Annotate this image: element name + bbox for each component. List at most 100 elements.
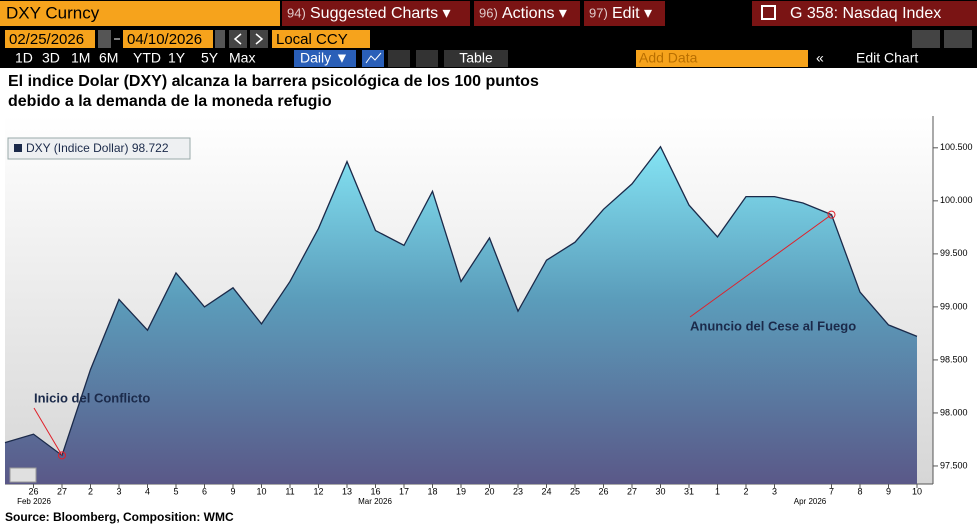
month-label: Mar 2026	[358, 497, 392, 506]
frequency-box[interactable]	[294, 50, 356, 67]
x-tick-label: 27	[627, 486, 637, 496]
period-button[interactable]: Max	[229, 50, 255, 66]
line	[4, 145, 918, 457]
related-box[interactable]	[752, 1, 977, 26]
prev-icon	[233, 33, 242, 45]
legend-swatch	[14, 144, 22, 152]
month-label: Feb 2026	[17, 497, 51, 506]
y-tick-label: 100.500	[940, 142, 973, 152]
add-data: Add Data	[639, 50, 698, 66]
period-button[interactable]: 1M	[71, 50, 90, 66]
x-tick-label: 9	[230, 486, 235, 496]
next-icon	[255, 33, 264, 45]
start-date: 02/25/2026	[9, 31, 84, 48]
chart-type-menu[interactable]	[9, 467, 37, 483]
y-tick-label: 99.000	[940, 301, 968, 311]
period-button[interactable]: 1D	[15, 50, 33, 66]
x-tick-label: 26	[28, 486, 38, 496]
x-tick-label: 10	[256, 486, 266, 496]
menu-number: 96)	[479, 5, 498, 20]
frequency: Daily ▼	[300, 50, 349, 66]
collapse[interactable]: «	[816, 50, 824, 66]
x-tick-label: 2	[743, 486, 748, 496]
x-tick-label: 3	[772, 486, 777, 496]
x-tick-label: 6	[202, 486, 207, 496]
period-button[interactable]: 5Y	[201, 50, 219, 66]
source: Source: Bloomberg, Composition: WMC	[5, 510, 234, 524]
menu-button[interactable]	[584, 1, 665, 26]
menu-number: 97)	[589, 5, 608, 20]
edit-chart[interactable]: Edit Chart	[856, 50, 918, 66]
x-tick-label: 24	[541, 486, 551, 496]
y-tick-label: 97.500	[940, 460, 968, 470]
x-tick-label: 30	[655, 486, 665, 496]
y-tick-label: 100.000	[940, 195, 973, 205]
period-button[interactable]: YTD	[133, 50, 161, 66]
add-data-box[interactable]	[636, 50, 808, 67]
y-tick-label: 98.000	[940, 407, 968, 417]
prev-btn[interactable]	[229, 30, 247, 48]
x-tick-label: 19	[456, 486, 466, 496]
x-tick-label: 26	[598, 486, 608, 496]
legend-name: DXY (Indice Dollar)	[26, 141, 128, 155]
legend-entry: DXY (Indice Dollar) 98.722	[26, 141, 169, 155]
x-tick-label: 20	[484, 486, 494, 496]
x-tick-label: 5	[173, 486, 178, 496]
bar-chart-btn[interactable]	[388, 50, 410, 67]
x-tick-label: 18	[427, 486, 437, 496]
legend	[7, 137, 191, 160]
calendar-btn[interactable]	[215, 30, 225, 48]
x-tick-label: 2	[88, 486, 93, 496]
x-tick-label: 13	[342, 486, 352, 496]
plot: 97.500 98.000 98.500 99.000 99.500 100.000 100…	[4, 142, 973, 506]
x-tick-label: 17	[399, 486, 409, 496]
y-tick-label: 98.500	[940, 354, 968, 364]
x-tick-label: 10	[912, 486, 922, 496]
annotation-line	[689, 214, 832, 318]
annotation-point	[58, 451, 66, 460]
undo-btn[interactable]	[912, 30, 940, 48]
line-icon	[365, 52, 382, 64]
table: Table	[459, 50, 493, 66]
ticker-box[interactable]	[0, 1, 280, 26]
start-date-box[interactable]	[5, 30, 95, 48]
related: G 358: Nasdaq Index	[790, 5, 941, 22]
period-button[interactable]: 3D	[42, 50, 60, 66]
calendar-btn[interactable]	[98, 30, 111, 48]
menus: 94) Suggested Charts ▾ 96) Actions ▾ 97) Edit…	[282, 1, 665, 26]
x-tick-label: 4	[145, 486, 150, 496]
end-date-box[interactable]	[123, 30, 213, 48]
reset-btn[interactable]	[944, 30, 972, 48]
area-fill	[5, 146, 917, 484]
chart-subtitle: debido a la demanda de la moneda refugio	[8, 93, 332, 110]
x-tick-label: 27	[57, 486, 67, 496]
menu-button[interactable]	[282, 1, 470, 26]
period-button[interactable]: 6M	[99, 50, 118, 66]
annotation: Inicio del Conflicto	[34, 390, 150, 405]
x-tick-label: 8	[857, 486, 862, 496]
x-tick-label: 7	[829, 486, 834, 496]
menu-label: Actions ▾	[502, 5, 567, 22]
x-tick-label: 31	[684, 486, 694, 496]
x-tick-label: 12	[313, 486, 323, 496]
legend-value: 98.722	[132, 141, 169, 155]
end-date: 04/10/2026	[127, 31, 202, 48]
periods: 1D 3D 1M 6M YTD 1Y 5Y Max	[15, 50, 255, 66]
x-tick-label: 9	[886, 486, 891, 496]
annotation: Anuncio del Cese al Fuego	[690, 318, 856, 333]
y-axis-panel	[933, 116, 977, 508]
menu-label: Suggested Charts ▾	[310, 5, 451, 22]
x-tick-label: 16	[370, 486, 380, 496]
menu-button[interactable]	[474, 1, 580, 26]
x-tick-label: 25	[570, 486, 580, 496]
next-btn[interactable]	[250, 30, 268, 48]
y-tick-label: 99.500	[940, 248, 968, 258]
more-btn[interactable]	[416, 50, 438, 67]
period-button[interactable]: 1Y	[168, 50, 186, 66]
menu-number: 94)	[287, 5, 306, 20]
table-box[interactable]	[444, 50, 508, 67]
currency-box[interactable]	[272, 30, 370, 48]
currency: Local CCY	[276, 31, 348, 48]
